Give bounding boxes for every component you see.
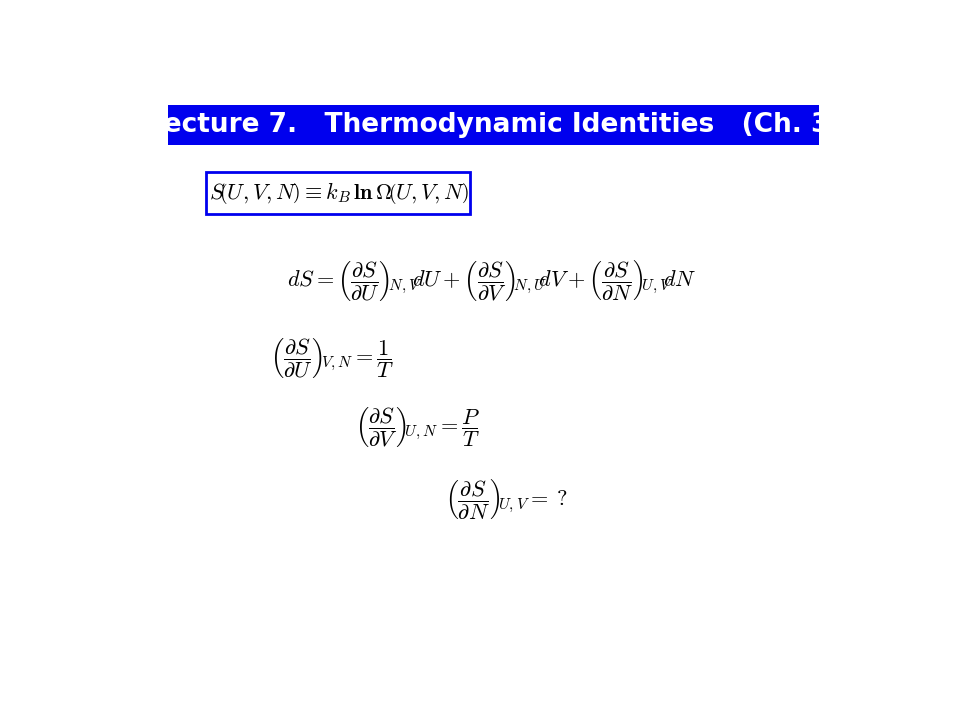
Text: Lecture 7.   Thermodynamic Identities   (Ch. 3): Lecture 7. Thermodynamic Identities (Ch.… bbox=[147, 112, 841, 138]
FancyBboxPatch shape bbox=[168, 104, 820, 145]
Text: $S\!\left(U,V,N\right) \equiv k_{B}\,\mathbf{ln}\,\Omega\!\left(U,V,N\right)$: $S\!\left(U,V,N\right) \equiv k_{B}\,\ma… bbox=[209, 180, 469, 206]
Text: $dS = \left(\dfrac{\partial S}{\partial U}\right)_{\!\!N,V}\!\! dU + \left(\dfra: $dS = \left(\dfrac{\partial S}{\partial … bbox=[287, 258, 697, 303]
FancyBboxPatch shape bbox=[205, 172, 469, 214]
Text: $\left(\dfrac{\partial S}{\partial V}\right)_{\!\!U,N} = \dfrac{P}{T}$: $\left(\dfrac{\partial S}{\partial V}\ri… bbox=[355, 405, 480, 449]
Text: $\left(\dfrac{\partial S}{\partial U}\right)_{\!\!V,N} = \dfrac{1}{T}$: $\left(\dfrac{\partial S}{\partial U}\ri… bbox=[270, 336, 395, 380]
Text: $\left(\dfrac{\partial S}{\partial N}\right)_{\!\!U,V} = \;?$: $\left(\dfrac{\partial S}{\partial N}\ri… bbox=[445, 477, 568, 521]
